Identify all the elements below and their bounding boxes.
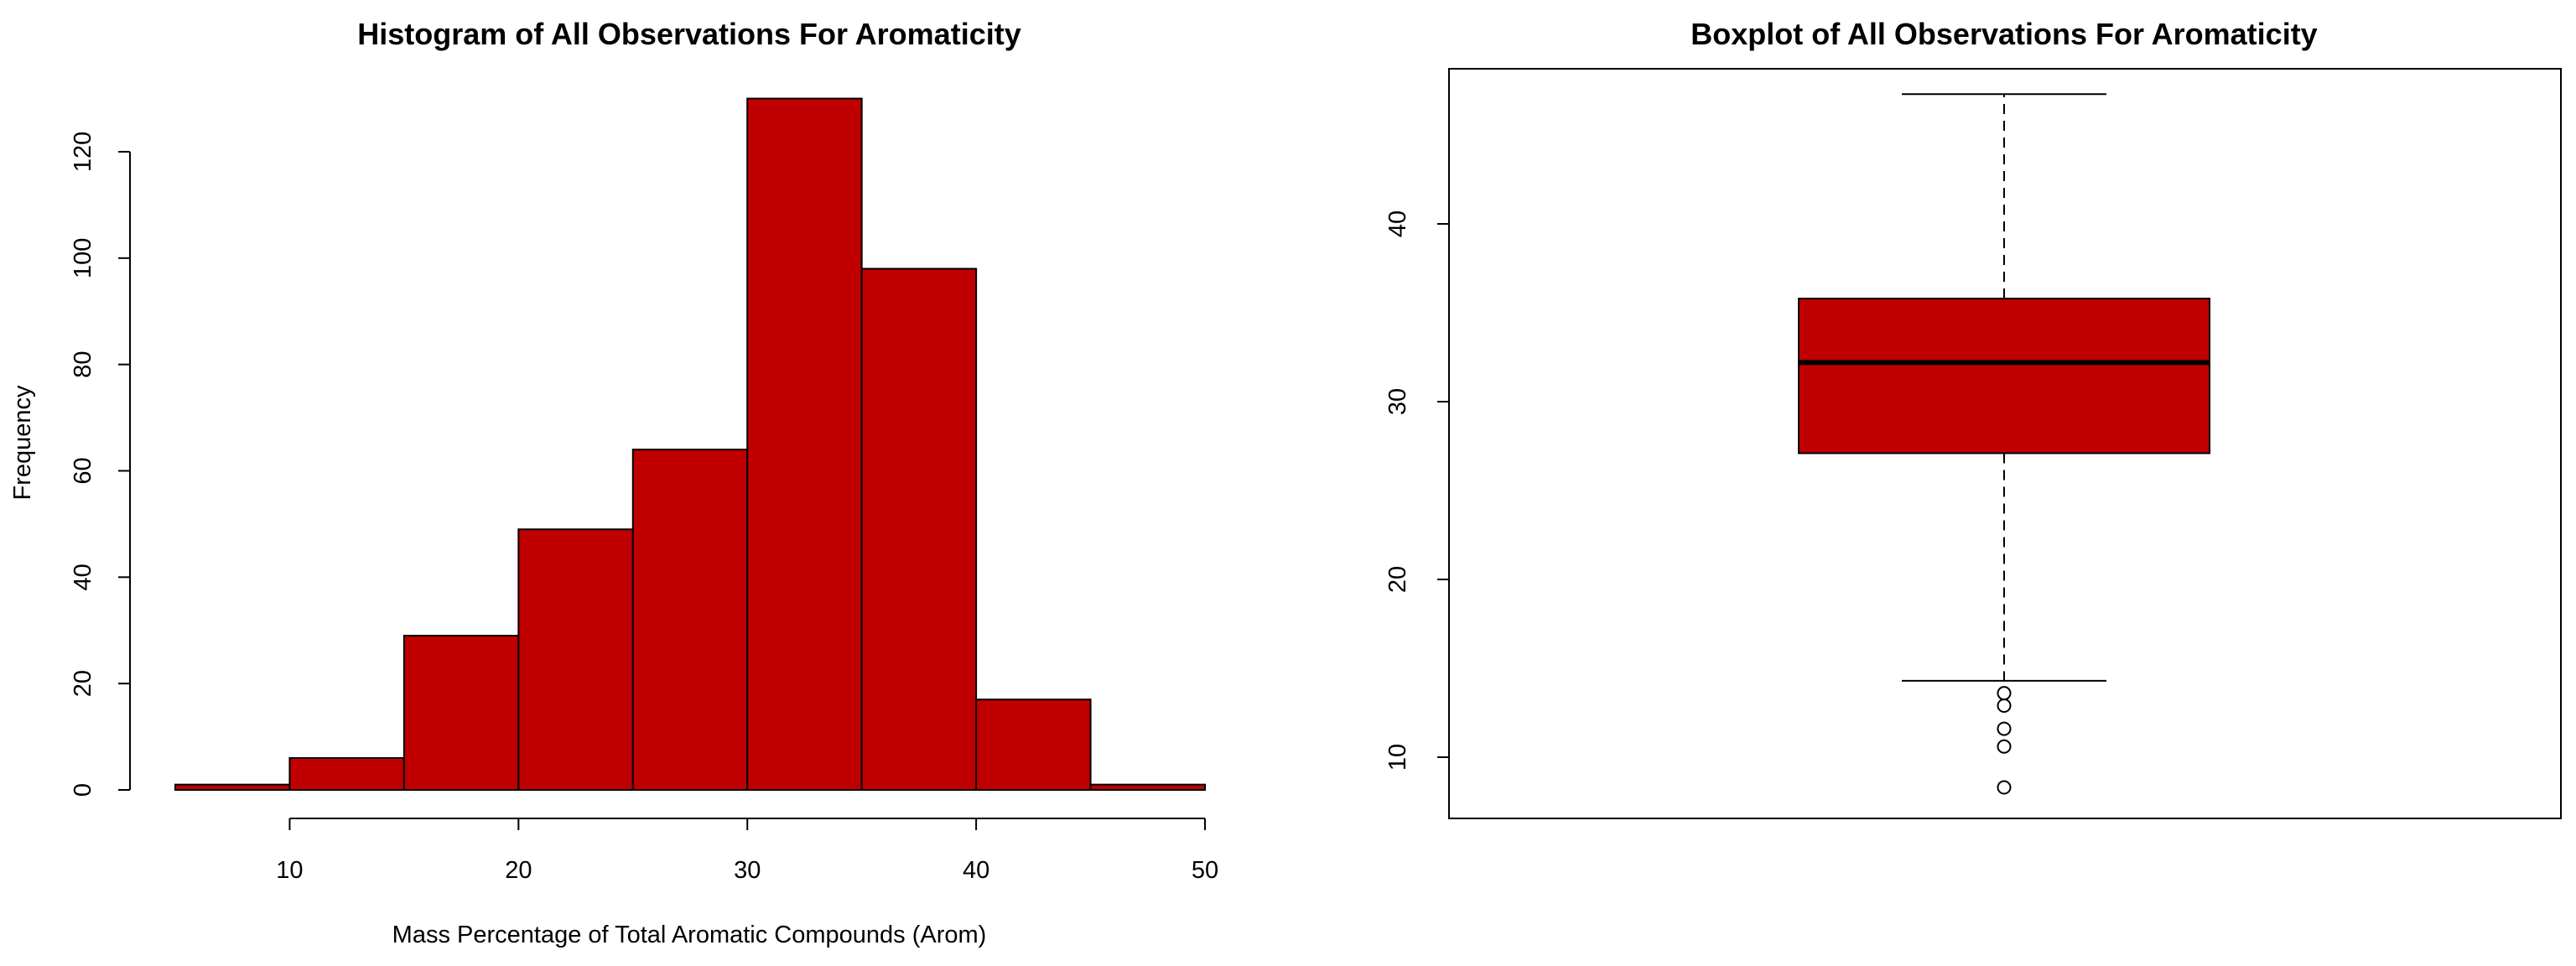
histogram-x-axis-label: Mass Percentage of Total Aromatic Compou… bbox=[392, 922, 987, 948]
histogram-y-axis: 0 20 40 60 80 100 120 bbox=[70, 132, 131, 797]
histogram-x-tick-label: 20 bbox=[505, 857, 532, 884]
histogram-y-tick-label: 80 bbox=[70, 351, 96, 378]
histogram-bars bbox=[174, 97, 1206, 792]
histogram-y-tick-label: 40 bbox=[70, 564, 96, 590]
boxplot-y-axis: 10 20 30 40 bbox=[1384, 210, 1450, 771]
histogram-y-tick-label: 20 bbox=[70, 670, 96, 697]
histogram-x-tick-label: 10 bbox=[276, 857, 303, 884]
histogram-bar bbox=[288, 756, 405, 791]
histogram-bar bbox=[174, 783, 291, 792]
boxplot-panel: Boxplot of All Observations For Aromatic… bbox=[1384, 17, 2562, 819]
histogram-bar bbox=[517, 528, 634, 791]
histogram-bar bbox=[860, 267, 978, 791]
histogram-bar bbox=[1089, 783, 1206, 792]
histogram-y-tick-label: 60 bbox=[70, 457, 96, 484]
boxplot-outlier-point bbox=[1997, 699, 2012, 714]
boxplot-outlier-point bbox=[1997, 721, 2012, 736]
boxplot-y-tick-label: 30 bbox=[1384, 388, 1411, 415]
histogram-x-axis: 10 20 30 40 50 bbox=[276, 818, 1218, 884]
histogram-y-tick-label: 0 bbox=[70, 783, 96, 797]
boxplot-y-tick-label: 10 bbox=[1384, 744, 1411, 771]
histogram-x-tick-label: 30 bbox=[734, 857, 761, 884]
histogram-panel: Histogram of All Observations For Aromat… bbox=[9, 17, 1218, 948]
histogram-y-tick-label: 120 bbox=[70, 132, 96, 172]
histogram-bar bbox=[975, 699, 1092, 791]
histogram-bar bbox=[746, 97, 863, 792]
boxplot-outlier-point bbox=[1997, 780, 2012, 795]
histogram-x-tick-label: 40 bbox=[963, 857, 989, 884]
histogram-bar bbox=[402, 635, 520, 791]
boxplot-body bbox=[1798, 93, 2210, 795]
histogram-bar bbox=[631, 449, 749, 791]
histogram-x-tick-label: 50 bbox=[1192, 857, 1218, 884]
boxplot-title: Boxplot of All Observations For Aromatic… bbox=[1690, 17, 2317, 51]
histogram-y-axis-label: Frequency bbox=[9, 385, 36, 501]
boxplot-outlier-point bbox=[1997, 739, 2012, 754]
histogram-y-tick-label: 100 bbox=[70, 238, 96, 278]
boxplot-y-tick-label: 20 bbox=[1384, 566, 1411, 593]
boxplot-outlier-point bbox=[1997, 686, 2012, 701]
boxplot-y-tick-label: 40 bbox=[1384, 210, 1411, 237]
histogram-title: Histogram of All Observations For Aromat… bbox=[357, 17, 1021, 51]
boxplot-box bbox=[1798, 298, 2210, 454]
